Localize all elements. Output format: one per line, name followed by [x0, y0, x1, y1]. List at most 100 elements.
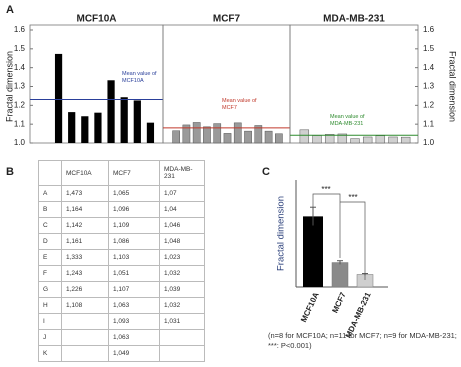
table-cell: 1,032	[159, 297, 205, 314]
table-cell: 1,051	[108, 265, 160, 282]
y-tick-label: 1.1	[14, 119, 26, 128]
table-cell: H	[38, 297, 62, 314]
table-cell	[159, 345, 205, 362]
chart-title: MCF7	[213, 14, 241, 25]
table-cell: 1,473	[61, 185, 109, 202]
y-axis-label: Fractal dimension	[4, 51, 14, 122]
table-cell: 1,108	[61, 297, 109, 314]
table-cell: E	[38, 249, 62, 266]
bar	[213, 123, 222, 144]
y-tick-label: 1.4	[14, 63, 26, 72]
table-cell: 1,107	[108, 281, 160, 298]
table-cell: A	[38, 185, 62, 202]
table-cell: 1,07	[159, 185, 205, 202]
table-row: H 1,108 1,063 1,032	[38, 297, 205, 314]
bar	[337, 133, 348, 144]
table-row: I 1,093 1,031	[38, 313, 205, 330]
bar	[54, 53, 63, 143]
table-cell	[61, 329, 109, 346]
y-tick-label: 1.6	[423, 25, 435, 34]
table-row: A 1,473 1,065 1,07	[38, 185, 205, 202]
y-tick-label: 1.4	[423, 63, 435, 72]
y-tick-label: 1.5	[14, 44, 26, 53]
table-cell: 1,096	[108, 201, 160, 218]
bar	[223, 133, 232, 144]
table-cell: 1,161	[61, 233, 109, 250]
significance: ***	[348, 193, 357, 202]
panel-label: A	[6, 4, 14, 16]
table-cell	[38, 160, 62, 186]
significance-bracket	[312, 193, 341, 258]
table-row: B 1,164 1,096 1,04	[38, 201, 205, 218]
table-cell: K	[38, 345, 62, 362]
table-row: MCF10A MCF7 MDA-MB-231	[38, 160, 205, 186]
y-tick-label: 1.1	[423, 119, 435, 128]
table-cell: MCF7	[108, 160, 160, 186]
table-cell: B	[38, 201, 62, 218]
bar	[312, 135, 322, 144]
annotation-box: Mean value of MDA-MB-231	[330, 114, 365, 127]
annotation: Mean value of MDA-MB-231	[330, 114, 365, 127]
y-tick-label: 1.6	[14, 25, 26, 34]
table-cell: 1,086	[108, 233, 160, 250]
table-cell: 1,093	[108, 313, 160, 330]
annotation: Mean value of MCF7	[222, 98, 257, 111]
table-cell: 1,065	[108, 185, 160, 202]
table-cell	[159, 329, 205, 346]
annotation-box: Mean value of MCF10A	[122, 71, 157, 84]
bar	[68, 112, 76, 143]
y-tick-label: 1.2	[14, 100, 26, 109]
bar	[254, 125, 263, 144]
table-cell: 1,109	[108, 217, 160, 234]
y-tick-label: 1.3	[423, 82, 435, 91]
table-cell: C	[38, 217, 62, 234]
bar	[203, 126, 211, 144]
table-row: C 1,142 1,109 1,046	[38, 217, 205, 234]
bar	[388, 136, 398, 144]
chart-title: MDA-MB-231	[323, 14, 385, 25]
table-row: E 1,333 1,103 1,023	[38, 249, 205, 266]
table-cell: I	[38, 313, 62, 330]
table-cell	[61, 345, 109, 362]
bar	[264, 130, 273, 144]
bar	[107, 80, 115, 143]
y-tick-label: 1.0	[423, 138, 435, 147]
table-cell: 1,023	[159, 249, 205, 266]
table-cell: MDA-MB-231	[159, 160, 205, 186]
bar	[303, 216, 323, 287]
bar	[94, 112, 102, 143]
bar	[120, 97, 128, 143]
bar	[146, 122, 155, 143]
table-cell: 1,032	[159, 265, 205, 282]
chart-title: MCF10A	[76, 14, 116, 25]
table-row: G 1,226 1,107 1,039	[38, 281, 205, 298]
table-cell: 1,226	[61, 281, 109, 298]
table-cell: 1,039	[159, 281, 205, 298]
bar	[275, 133, 283, 144]
plot-frame	[162, 24, 291, 144]
significance: ***	[321, 185, 330, 194]
table-cell: 1,103	[108, 249, 160, 266]
bar	[233, 122, 242, 144]
footnote: (n=8 for MCF10A; n=11 for MCF7; n=9 for …	[268, 331, 457, 350]
table-cell: G	[38, 281, 62, 298]
table-cell: 1,049	[108, 345, 160, 362]
table-cell: J	[38, 329, 62, 346]
table-cell	[61, 313, 109, 330]
table-cell: MCF10A	[61, 160, 109, 186]
y-tick-label: 1.5	[423, 44, 435, 53]
bar	[331, 262, 349, 288]
y-axis-label: Fractal dimension	[448, 51, 458, 122]
y-tick-label: 1.2	[423, 100, 435, 109]
table-cell: 1,164	[61, 201, 109, 218]
bar	[324, 134, 335, 144]
bar	[299, 129, 310, 144]
x-tick-label: MCF7	[330, 290, 348, 314]
y-tick-label: 1.0	[14, 138, 26, 147]
panel-label: C	[262, 166, 270, 178]
y-axis-label: Fractal dimension	[276, 196, 287, 271]
bar	[133, 100, 141, 143]
x-tick-label: MCF10A	[299, 291, 321, 324]
